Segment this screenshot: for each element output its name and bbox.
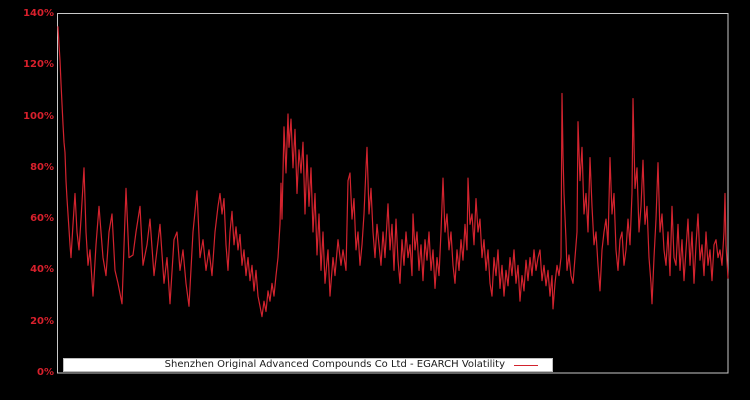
y-tick-label: 140% xyxy=(23,8,54,19)
y-tick-label: 80% xyxy=(30,161,54,173)
y-tick-label: 20% xyxy=(30,315,54,327)
legend-label: Shenzhen Original Advanced Compounds Co … xyxy=(164,359,505,370)
y-tick-label: 60% xyxy=(30,213,54,225)
y-tick-label: 40% xyxy=(30,264,54,276)
legend: Shenzhen Original Advanced Compounds Co … xyxy=(63,358,553,372)
plot-border xyxy=(57,13,729,374)
y-tick-label: 100% xyxy=(23,110,54,122)
y-tick-label: 120% xyxy=(23,59,54,71)
legend-line-sample-icon xyxy=(514,364,538,366)
y-tick-label: 0% xyxy=(37,367,54,378)
egarch-volatility-line xyxy=(57,26,729,318)
